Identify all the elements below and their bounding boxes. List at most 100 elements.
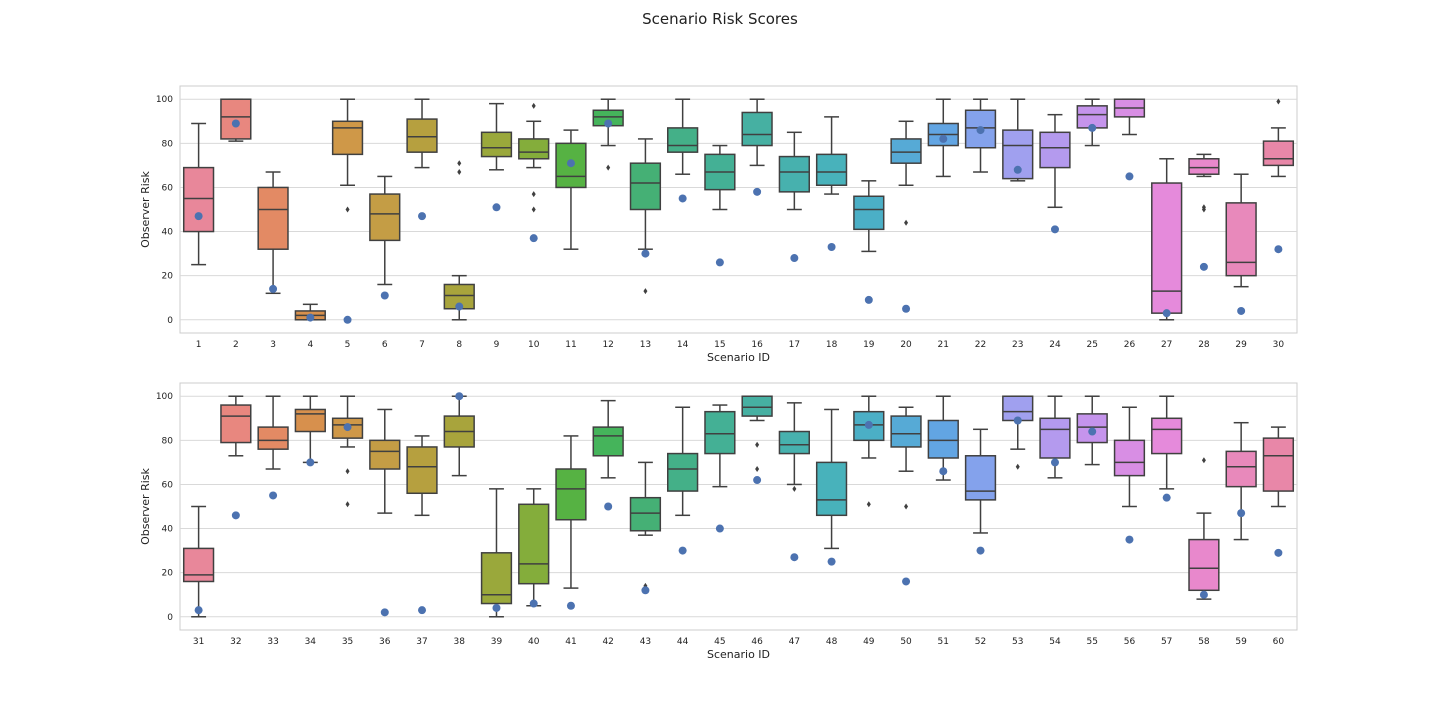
box-23 xyxy=(1002,98,1034,182)
x-tick-label: 32 xyxy=(230,637,241,647)
iqr-box xyxy=(1039,417,1071,459)
box-48 xyxy=(815,408,848,566)
outlier-point xyxy=(866,501,871,508)
box-35 xyxy=(331,395,364,508)
observer-point xyxy=(492,203,501,212)
observer-point xyxy=(827,557,836,566)
iqr-box xyxy=(518,503,550,585)
x-tick-label: 28 xyxy=(1198,340,1210,350)
box-43 xyxy=(629,461,662,595)
box-13 xyxy=(629,138,662,295)
box-28 xyxy=(1188,153,1220,271)
x-tick-label: 10 xyxy=(528,340,540,350)
box-19 xyxy=(853,180,885,304)
observer-point xyxy=(939,467,948,476)
box-53 xyxy=(1002,395,1034,470)
observer-point xyxy=(939,134,948,143)
box-8 xyxy=(443,160,475,321)
x-tick-label: 17 xyxy=(789,340,800,350)
box-34 xyxy=(294,395,326,467)
y-axis-label: Observer Risk xyxy=(139,467,152,544)
box-1 xyxy=(182,122,215,266)
x-tick-label: 8 xyxy=(456,340,462,350)
y-tick-label: 80 xyxy=(162,139,174,149)
x-tick-label: 26 xyxy=(1124,340,1136,350)
box-59 xyxy=(1225,421,1257,541)
x-tick-label: 21 xyxy=(938,340,949,350)
x-tick-label: 52 xyxy=(975,637,986,647)
observer-point xyxy=(790,553,799,562)
observer-point xyxy=(715,258,724,267)
box-22 xyxy=(964,98,997,173)
iqr-box xyxy=(629,162,662,211)
observer-point xyxy=(1125,172,1134,181)
box-49 xyxy=(853,395,885,508)
iqr-box xyxy=(778,430,810,455)
x-tick-label: 53 xyxy=(1012,637,1023,647)
outlier-point xyxy=(904,503,909,510)
iqr-box xyxy=(1151,417,1183,455)
outlier-point xyxy=(755,441,760,448)
outlier-point xyxy=(457,169,462,176)
iqr-box xyxy=(406,118,438,153)
observer-point xyxy=(1237,306,1246,315)
box-7 xyxy=(406,98,438,221)
x-tick-label: 27 xyxy=(1161,340,1172,350)
y-tick-label: 80 xyxy=(162,436,174,446)
observer-point xyxy=(1274,245,1283,254)
observer-point xyxy=(231,119,240,128)
x-tick-label: 35 xyxy=(342,637,353,647)
x-tick-label: 2 xyxy=(233,340,239,350)
observer-point xyxy=(1088,123,1097,132)
box-42 xyxy=(592,399,624,511)
outlier-point xyxy=(345,206,350,213)
iqr-box xyxy=(704,410,736,455)
x-tick-label: 47 xyxy=(789,637,800,647)
iqr-box xyxy=(815,461,848,517)
iqr-box xyxy=(1225,450,1257,488)
observer-point xyxy=(678,194,687,203)
y-tick-label: 100 xyxy=(156,95,173,105)
box-37 xyxy=(406,435,438,615)
iqr-box xyxy=(294,408,326,433)
observer-point xyxy=(1274,548,1283,557)
observer-point xyxy=(790,254,799,263)
y-tick-label: 100 xyxy=(156,392,173,402)
outlier-point xyxy=(606,164,611,171)
x-tick-label: 58 xyxy=(1198,637,1210,647)
iqr-box xyxy=(890,415,922,448)
observer-point xyxy=(641,586,650,595)
x-tick-label: 45 xyxy=(714,637,725,647)
iqr-box xyxy=(257,186,289,250)
observer-point xyxy=(231,511,240,520)
iqr-box xyxy=(257,426,289,450)
iqr-box xyxy=(741,111,773,147)
box-54 xyxy=(1039,395,1071,479)
x-tick-label: 19 xyxy=(863,340,875,350)
observer-point xyxy=(1050,225,1059,234)
iqr-box xyxy=(927,419,959,459)
observer-point xyxy=(455,302,464,311)
x-tick-label: 46 xyxy=(751,637,763,647)
x-tick-label: 40 xyxy=(528,637,540,647)
outlier-point xyxy=(457,160,462,167)
box-18 xyxy=(815,116,848,251)
x-tick-label: 48 xyxy=(826,637,838,647)
observer-point xyxy=(1050,458,1059,467)
iqr-box xyxy=(1188,158,1220,175)
iqr-box xyxy=(406,446,438,495)
observer-point xyxy=(604,119,613,128)
observer-point xyxy=(1088,427,1097,436)
x-tick-label: 12 xyxy=(602,340,613,350)
x-tick-label: 55 xyxy=(1086,637,1097,647)
observer-point xyxy=(1199,262,1208,271)
outlier-point xyxy=(345,468,350,475)
x-tick-label: 50 xyxy=(900,637,912,647)
iqr-box xyxy=(853,195,885,231)
x-tick-label: 25 xyxy=(1086,340,1097,350)
observer-point xyxy=(1162,493,1171,502)
observer-point xyxy=(604,502,613,511)
iqr-box xyxy=(1151,182,1183,314)
x-tick-label: 59 xyxy=(1235,637,1247,647)
